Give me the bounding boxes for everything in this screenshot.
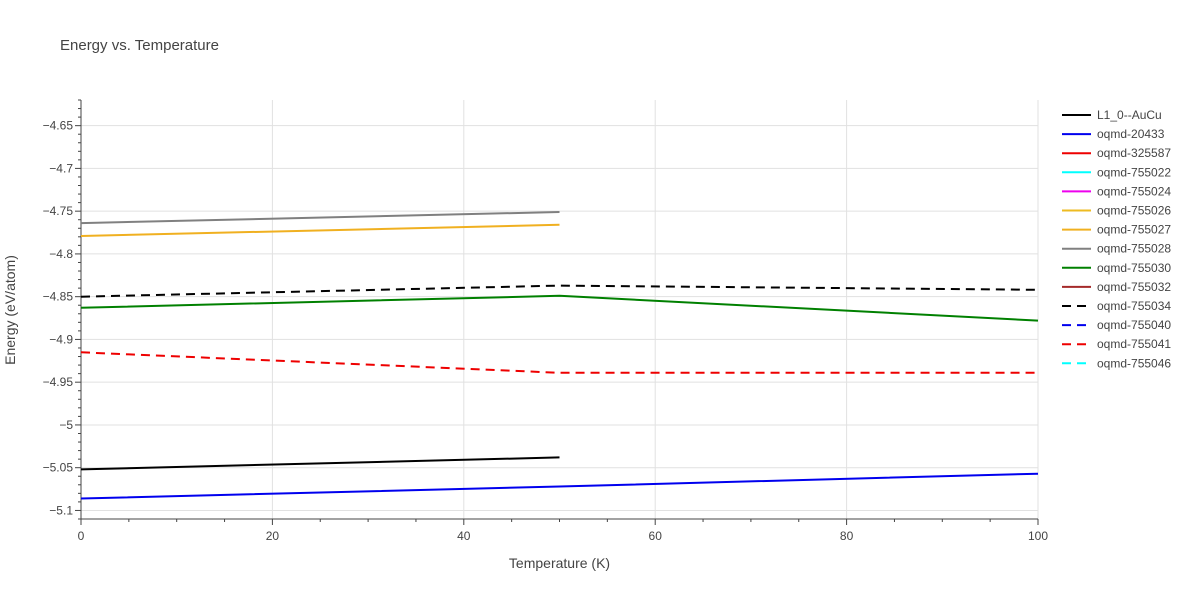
series-line-oqmd-755034: [80, 284, 1039, 298]
y-tick-label: −4.7: [49, 161, 73, 175]
legend-label: oqmd-755041: [1097, 337, 1171, 351]
y-tick-label: −4.95: [43, 375, 74, 389]
legend-item-oqmd-755026[interactable]: oqmd-755026: [1062, 204, 1171, 218]
legend-label: oqmd-755034: [1097, 299, 1171, 313]
x-tick-label: 80: [840, 529, 854, 543]
x-tick-label: 40: [457, 529, 471, 543]
legend-label: oqmd-755028: [1097, 242, 1171, 256]
legend-item-oqmd-755030[interactable]: oqmd-755030: [1062, 261, 1171, 275]
x-tick-label: 60: [649, 529, 663, 543]
grid-lines: [81, 100, 1039, 519]
series-line-oqmd-755041: [80, 351, 1038, 374]
legend-label: oqmd-755046: [1097, 356, 1171, 370]
series-line-l1-0-aucu: [80, 456, 560, 471]
y-tick-label: −4.75: [43, 204, 74, 218]
y-tick-label: −4.85: [43, 290, 74, 304]
legend-item-oqmd-755034[interactable]: oqmd-755034: [1062, 299, 1171, 313]
legend-label: oqmd-755040: [1097, 318, 1171, 332]
legend-label: oqmd-755032: [1097, 280, 1171, 294]
legend-label: oqmd-755022: [1097, 165, 1171, 179]
y-tick-label: −5.1: [49, 503, 73, 517]
legend-item-oqmd-755024[interactable]: oqmd-755024: [1062, 184, 1171, 198]
legend-label: oqmd-325587: [1097, 146, 1171, 160]
legend-item-oqmd-755041[interactable]: oqmd-755041: [1062, 337, 1171, 351]
legend-label: oqmd-755026: [1097, 204, 1171, 218]
legend-label: oqmd-755027: [1097, 223, 1171, 237]
series-line-oqmd-755028: [80, 211, 560, 225]
y-tick-label: −5.05: [43, 461, 74, 475]
legend-item-oqmd-755046[interactable]: oqmd-755046: [1062, 356, 1171, 370]
legend-item-oqmd-755022[interactable]: oqmd-755022: [1062, 165, 1171, 179]
y-tick-label: −4.8: [49, 247, 73, 261]
legend-item-oqmd-20433[interactable]: oqmd-20433: [1062, 127, 1165, 141]
legend-item-oqmd-755032[interactable]: oqmd-755032: [1062, 280, 1171, 294]
y-axis-title: Energy (eV/atom): [2, 255, 18, 365]
y-tick-label: −4.9: [49, 332, 73, 346]
legend-item-l1-0-aucu[interactable]: L1_0--AuCu: [1062, 108, 1162, 122]
series-line-oqmd-755027: [80, 223, 560, 237]
x-tick-label: 100: [1028, 529, 1048, 543]
x-tick-label: 0: [78, 529, 85, 543]
legend[interactable]: L1_0--AuCu oqmd-20433 oqmd-325587 oqmd-7550…: [1062, 108, 1171, 370]
axes: 0 20 40 60 80 100 −4.65 −4.7 −4.75 −4.8 −4.85 −4.9 −…: [43, 99, 1048, 543]
legend-item-oqmd-755040[interactable]: oqmd-755040: [1062, 318, 1171, 332]
series-line-oqmd-20433: [80, 472, 1039, 500]
legend-label: oqmd-20433: [1097, 127, 1165, 141]
series-lines: [80, 211, 1039, 500]
legend-item-oqmd-325587[interactable]: oqmd-325587: [1062, 146, 1171, 160]
x-axis-title: Temperature (K): [509, 555, 610, 571]
legend-item-oqmd-755028[interactable]: oqmd-755028: [1062, 242, 1171, 256]
series-line-oqmd-755030: [80, 294, 1039, 322]
chart-title: Energy vs. Temperature: [60, 37, 219, 54]
legend-label: oqmd-755030: [1097, 261, 1171, 275]
legend-item-oqmd-755027[interactable]: oqmd-755027: [1062, 223, 1171, 237]
legend-label: oqmd-755024: [1097, 184, 1171, 198]
x-tick-label: 20: [266, 529, 280, 543]
y-tick-label: −5: [59, 418, 73, 432]
legend-label: L1_0--AuCu: [1097, 108, 1162, 122]
y-tick-label: −4.65: [43, 119, 74, 133]
